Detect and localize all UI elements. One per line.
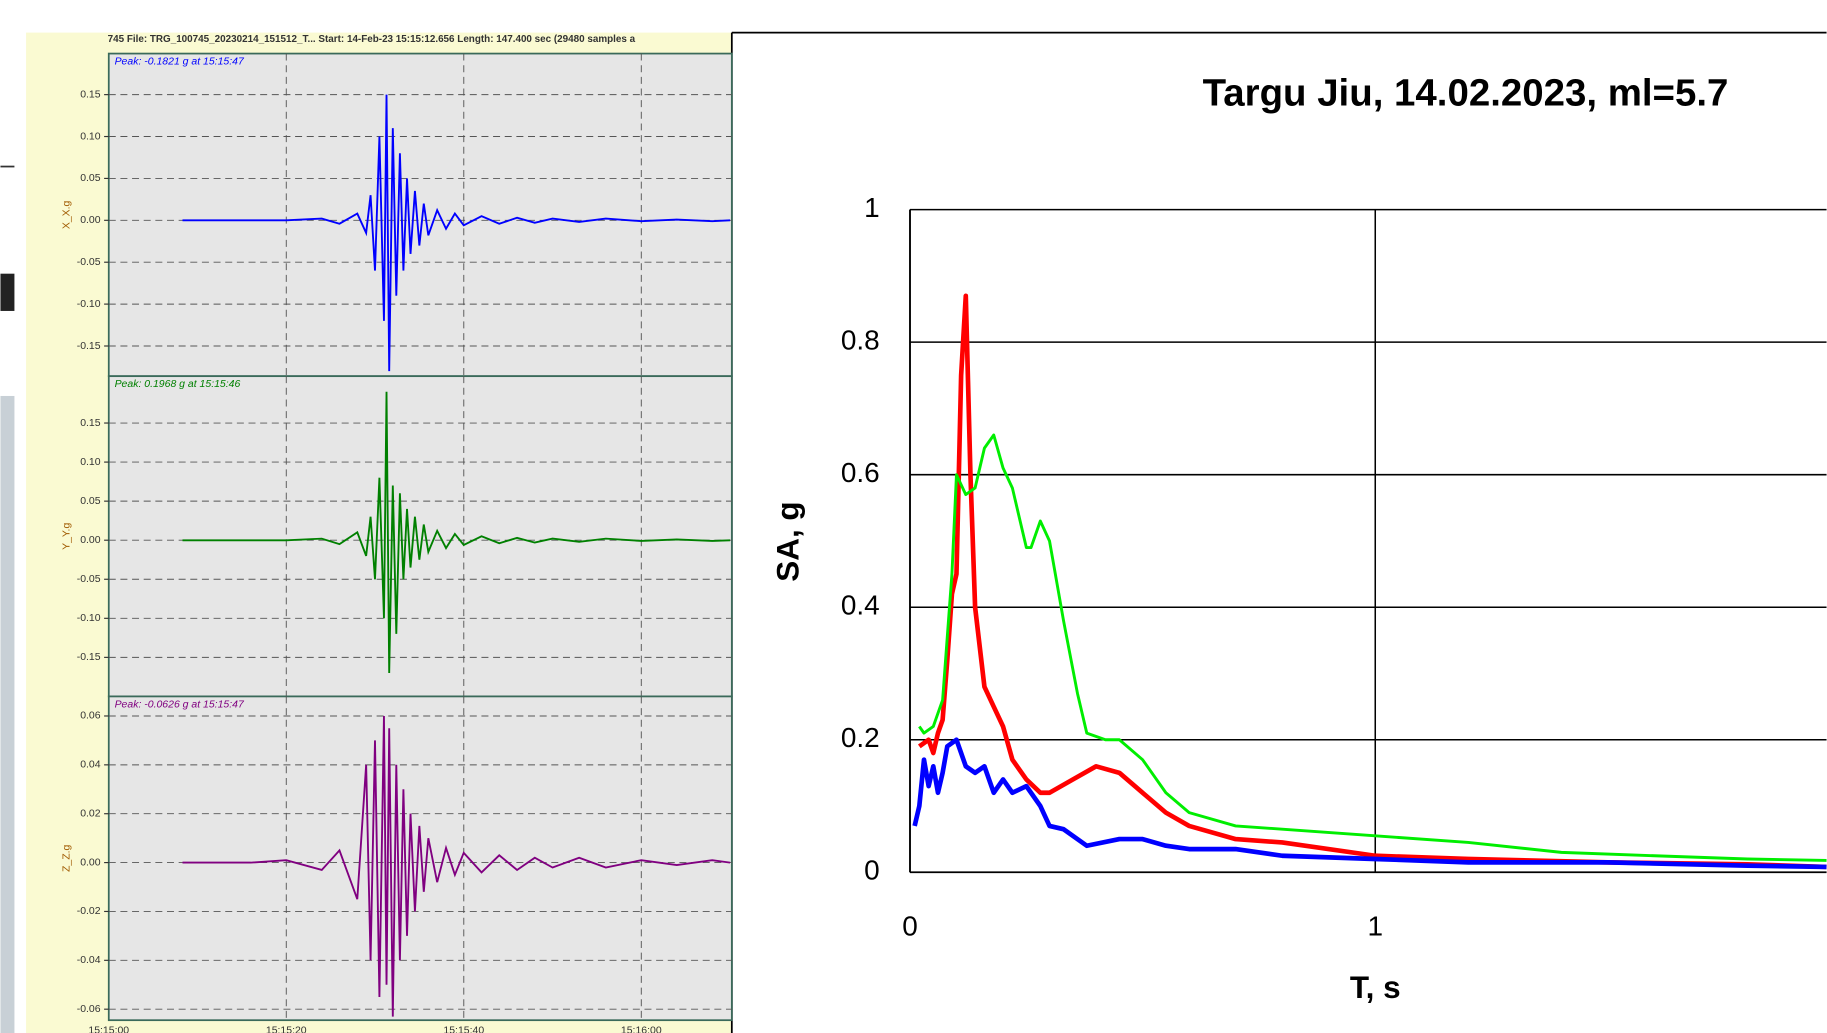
plot-area <box>107 375 733 698</box>
waveform <box>182 715 731 1017</box>
y-tick-label: 0.10 <box>80 457 101 468</box>
y-axis-label: X_X.g <box>62 200 73 229</box>
y-tick-label: -0.04 <box>77 955 101 966</box>
x-axis-label: T, s <box>1350 970 1401 1005</box>
y-tick-label: 0.04 <box>80 760 101 771</box>
spectrum-line <box>912 737 1827 870</box>
y-tick-label: -0.10 <box>77 299 101 310</box>
y-tick-label: 0.15 <box>80 89 101 100</box>
peak-annotation: Peak: -0.1821 g at 15:15:47 <box>115 56 245 67</box>
file-header: 745 File: TRG_100745_20230214_151512_T..… <box>108 34 636 45</box>
x-tick-label: 15:15:40 <box>443 1025 484 1033</box>
y-tick-label: 0.05 <box>80 173 101 184</box>
y-tick-label: -0.10 <box>77 613 101 624</box>
y-tick-label: 0.2 <box>841 722 880 753</box>
strip-photo <box>0 395 15 1033</box>
chart-title: Targu Jiu, 14.02.2023, ml=5.7 <box>1203 72 1729 115</box>
spectrum-line <box>918 433 1827 862</box>
y-axis-label: Y_Y.g <box>62 523 73 550</box>
y-tick-label: 0.10 <box>80 131 101 142</box>
x-tick-label: 15:15:20 <box>266 1025 307 1033</box>
waveform <box>182 94 731 372</box>
spectrum-line <box>917 293 1827 870</box>
peak-annotation: Peak: -0.0626 g at 15:15:47 <box>115 699 245 710</box>
x-tick-label: 1 <box>1367 911 1383 942</box>
y-tick-label: 0.4 <box>841 590 880 621</box>
y-tick-label: 0.00 <box>80 535 101 546</box>
x-tick-label: 15:15:00 <box>88 1025 129 1033</box>
plot-area <box>107 52 733 378</box>
y-tick-label: 0 <box>864 855 880 886</box>
y-tick-label: 0.05 <box>80 496 101 507</box>
y-tick-label: -0.15 <box>77 341 101 352</box>
y-tick-label: 0.02 <box>80 808 101 819</box>
y-axis-label: SA, g <box>770 501 805 581</box>
y-tick-label: -0.05 <box>77 574 101 585</box>
x-tick-label: 0 <box>902 911 918 942</box>
y-tick-label: 1 <box>864 192 880 223</box>
strip-dark <box>0 273 15 311</box>
y-tick-label: -0.15 <box>77 652 101 663</box>
x-tick-label: 15:16:00 <box>621 1025 662 1033</box>
y-tick-label: -0.02 <box>77 906 101 917</box>
y-tick-label: 0.00 <box>80 215 101 226</box>
peak-annotation: Peak: 0.1968 g at 15:15:46 <box>115 379 241 390</box>
y-tick-label: -0.06 <box>77 1004 101 1015</box>
y-tick-label: -0.05 <box>77 257 101 268</box>
y-axis-label: Z_Z.g <box>62 844 73 872</box>
y-tick-label: 0.8 <box>841 325 880 356</box>
plot-area <box>107 695 733 1022</box>
y-tick-label: 0.00 <box>80 857 101 868</box>
y-tick-label: 0.06 <box>80 711 101 722</box>
y-tick-label: 0.6 <box>841 457 880 488</box>
y-tick-label: 0.15 <box>80 418 101 429</box>
waveform <box>182 391 731 674</box>
